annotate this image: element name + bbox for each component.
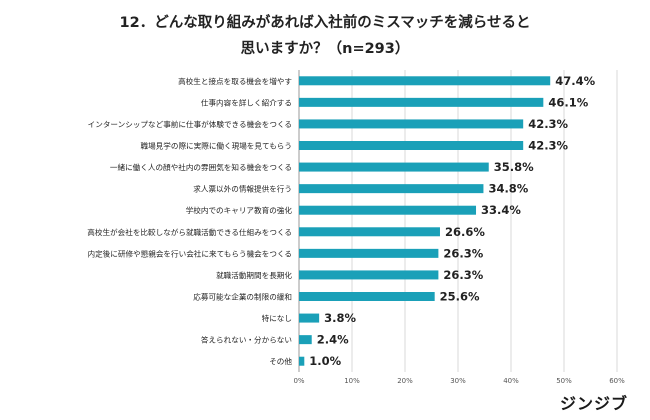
x-tick-label: 0%: [293, 377, 304, 385]
x-tick-label: 10%: [344, 377, 360, 385]
data-label: 25.6%: [440, 290, 480, 304]
data-label: 46.1%: [548, 95, 588, 109]
data-label: 26.6%: [445, 225, 485, 239]
bar: [299, 292, 435, 301]
bar: [299, 205, 477, 215]
category-label: 答えられない・分からない: [201, 335, 292, 345]
data-label: 47.4%: [555, 74, 595, 88]
data-label: 26.3%: [443, 246, 483, 260]
category-label: 職場見学の際に実際に働く現場を見てもらう: [141, 141, 293, 151]
category-label: 特になし: [262, 313, 292, 323]
category-label: 仕事内容を詳しく紹介する: [201, 97, 292, 107]
data-label: 42.3%: [528, 117, 568, 131]
bar: [299, 335, 312, 345]
data-label: 42.3%: [528, 139, 568, 153]
bar: [299, 119, 524, 129]
category-label: 一緒に働く人の顔や社内の雰囲気を知る機会をつくる: [110, 162, 292, 172]
category-label: インターンシップなど事前に仕事が体験できる機会をつくる: [88, 119, 292, 129]
bar: [299, 184, 484, 194]
data-label: 1.0%: [309, 354, 341, 368]
chart-title-line-1: 12．どんな取り組みがあれば入社前のミスマッチを減らせると: [119, 15, 531, 31]
brand-logo: ジンジブ: [559, 394, 628, 413]
category-label: その他: [269, 356, 292, 366]
bar: [299, 313, 320, 323]
x-tick-label: 60%: [609, 377, 625, 385]
data-label: 34.8%: [488, 182, 528, 196]
bar: [299, 248, 439, 258]
x-tick-label: 50%: [556, 377, 572, 385]
category-label: 高校生と接点を取る機会を増やす: [178, 76, 292, 86]
data-label: 33.4%: [481, 203, 521, 217]
x-tick-label: 30%: [450, 377, 466, 385]
data-label: 3.8%: [324, 311, 356, 325]
category-label: 就職活動期間を長期化: [216, 270, 292, 280]
x-tick-label: 40%: [503, 377, 519, 385]
chart-title: 12．どんな取り組みがあれば入社前のミスマッチを減らせると 思いますか？（n=2…: [0, 10, 650, 62]
bar: [299, 270, 439, 280]
bar: [299, 162, 489, 172]
data-label: 2.4%: [317, 333, 349, 347]
bar: [299, 356, 305, 366]
category-label: 応募可能な企業の制限の緩和: [193, 292, 292, 302]
data-label: 26.3%: [443, 268, 483, 282]
bar: [299, 97, 544, 107]
bar: [299, 76, 551, 86]
category-label: 内定後に研修や懇親会を行い会社に来てもらう機会をつくる: [88, 248, 293, 258]
bar: [299, 227, 440, 237]
category-label: 高校生が会社を比較しながら就職活動できる仕組みをつくる: [87, 227, 292, 237]
chart-title-line-2: 思いますか？（n=293）: [240, 41, 410, 57]
category-label: 求人票以外の情報提供を行う: [193, 184, 292, 194]
bar: [299, 141, 524, 150]
x-tick-label: 20%: [397, 377, 413, 385]
category-label: 学校内でのキャリア教育の強化: [186, 205, 293, 215]
data-label: 35.8%: [494, 160, 534, 174]
